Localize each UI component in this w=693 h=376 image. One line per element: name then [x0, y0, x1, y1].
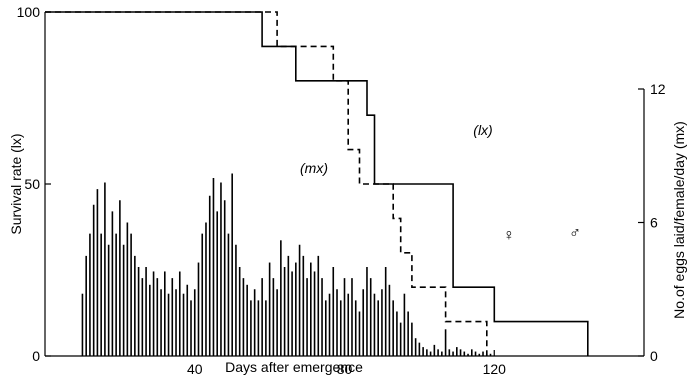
x-tick-label: 40: [187, 361, 203, 376]
lines-layer: [45, 11, 589, 356]
y-right-tick-label: 0: [650, 348, 658, 364]
y-axis-left-label: Survival rate (lx): [8, 133, 24, 234]
y-right-tick-label: 12: [650, 81, 666, 97]
ticks-layer: 40 80 120 0 50 100 0 6 12: [17, 4, 666, 376]
x-tick-label: 80: [337, 361, 353, 376]
female-symbol: ♀: [503, 227, 515, 244]
y-left-tick-label: 50: [24, 176, 40, 192]
annotation-lx: (lx): [473, 122, 492, 138]
y-axis-right-label: No.of eggs laid/female/day (mx): [671, 121, 687, 319]
x-axis-label: Days after emergence: [225, 359, 363, 375]
y-right-tick-label: 6: [650, 215, 658, 231]
y-left-tick-label: 0: [32, 348, 40, 364]
annotation-mx: (mx): [300, 160, 328, 176]
survival-line-male: [45, 11, 589, 356]
bars-layer: [81, 173, 492, 356]
x-tick-label: 120: [483, 361, 507, 376]
survival-line-female: [45, 11, 488, 356]
y-left-tick-label: 100: [17, 4, 41, 20]
male-symbol: ♂: [569, 225, 581, 242]
